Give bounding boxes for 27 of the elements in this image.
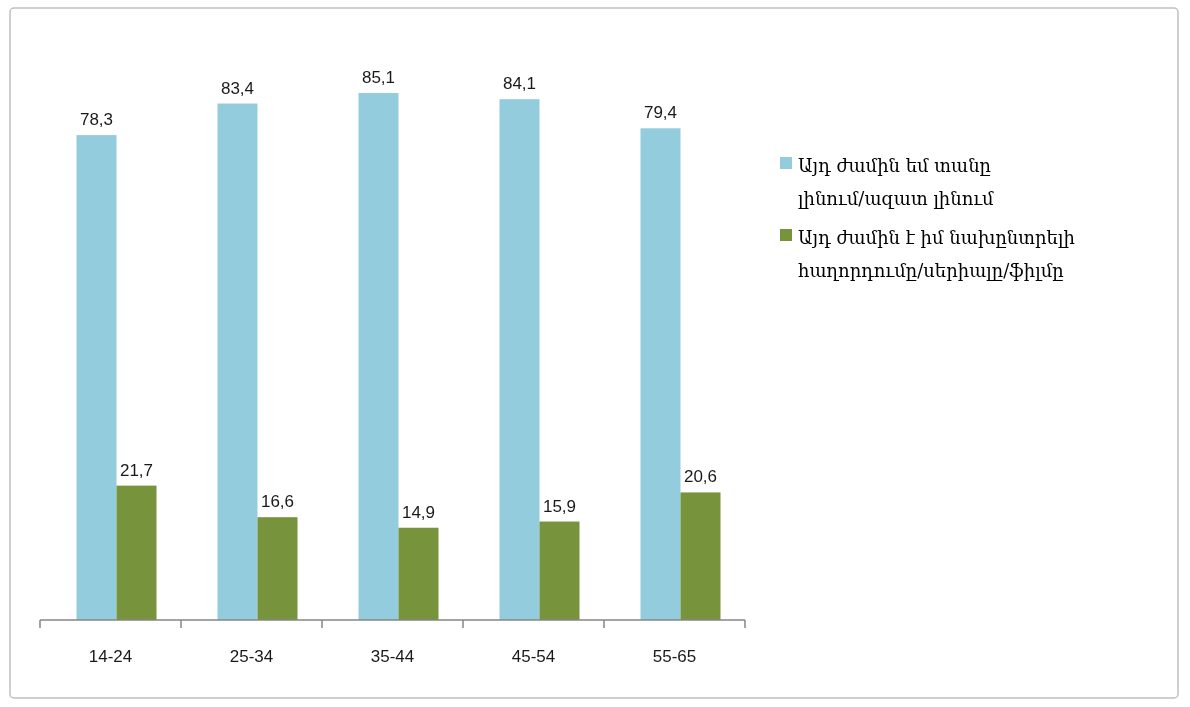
- bar: [217, 103, 258, 620]
- bar: [539, 521, 580, 620]
- x-tick-label: 14-24: [88, 647, 133, 666]
- data-label: 15,9: [542, 496, 577, 516]
- data-label: 20,6: [683, 467, 718, 487]
- data-label: 21,7: [119, 460, 154, 480]
- x-tick-label: 55-65: [652, 647, 697, 666]
- data-label: 78,3: [79, 110, 114, 130]
- bar: [398, 527, 439, 620]
- data-label: 83,4: [220, 78, 255, 98]
- bar: [116, 485, 157, 620]
- data-label: 79,4: [643, 103, 678, 123]
- bar: [640, 128, 681, 620]
- bar: [499, 99, 540, 620]
- data-label: 16,6: [260, 492, 295, 512]
- bar: [257, 517, 298, 620]
- data-label: 84,1: [502, 74, 537, 94]
- legend-label: Այդ ժամին եմ տանը լինում/ազատ լինում: [798, 155, 995, 209]
- data-label: 14,9: [401, 502, 436, 522]
- x-tick-label: 45-54: [511, 647, 556, 666]
- data-label: 85,1: [361, 68, 396, 87]
- x-tick-label: 25-34: [229, 647, 274, 666]
- bar: [358, 93, 399, 620]
- x-tick-label: 35-44: [370, 647, 415, 666]
- bar: [76, 135, 117, 620]
- bar: [680, 492, 721, 620]
- legend-label: Այդ ժամին է իմ նախընտրելի հաղորդումը/սերիալը/ֆիլմը: [798, 227, 1075, 281]
